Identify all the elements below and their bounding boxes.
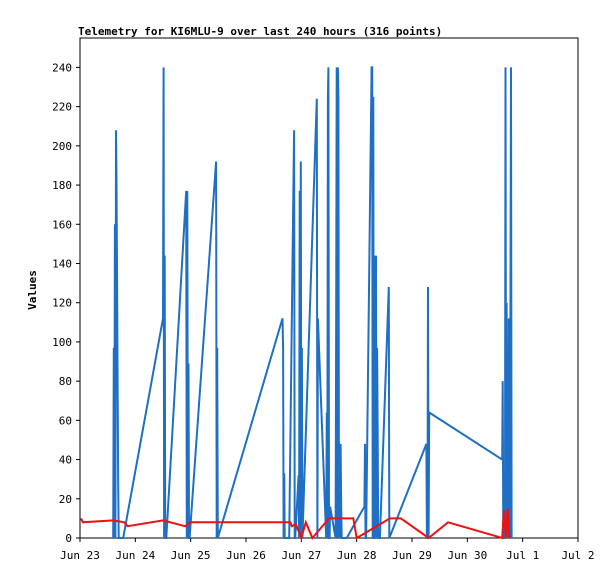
y-axis: 0 20 40 60 80 100 120 140 160 180 200 220 240 [52, 61, 80, 545]
y-tick-label: 0 [65, 532, 72, 545]
series-layer [80, 66, 513, 542]
x-tick-label: Jun 24 [115, 549, 155, 562]
x-axis: Jun 23 Jun 24 Jun 25 Jun 26 Jun 27 Jun 28 Jun … [60, 538, 595, 562]
y-tick-label: 200 [52, 140, 72, 153]
y-axis-label: Values [26, 270, 39, 310]
y-tick-label: 140 [52, 257, 72, 270]
chart-title: Telemetry for KI6MLU-9 over last 240 hou… [78, 25, 442, 38]
series-line-1 [112, 66, 513, 539]
y-tick-label: 60 [59, 414, 72, 427]
y-tick-label: 40 [59, 454, 72, 467]
y-tick-label: 100 [52, 336, 72, 349]
series-line-2 [80, 508, 511, 542]
y-tick-label: 120 [52, 297, 72, 310]
x-tick-label: Jul 2 [561, 549, 594, 562]
x-tick-label: Jun 29 [392, 549, 432, 562]
y-tick-label: 160 [52, 218, 72, 231]
y-tick-label: 220 [52, 101, 72, 114]
x-tick-label: Jun 26 [226, 549, 266, 562]
x-tick-label: Jun 27 [281, 549, 321, 562]
y-tick-label: 240 [52, 61, 72, 74]
x-tick-label: Jul 1 [506, 549, 539, 562]
y-tick-label: 180 [52, 179, 72, 192]
y-tick-label: 20 [59, 493, 72, 506]
x-tick-label: Jun 30 [447, 549, 487, 562]
y-tick-label: 80 [59, 375, 72, 388]
x-tick-label: Jun 25 [171, 549, 211, 562]
x-tick-label: Jun 23 [60, 549, 100, 562]
x-tick-label: Jun 28 [337, 549, 377, 562]
